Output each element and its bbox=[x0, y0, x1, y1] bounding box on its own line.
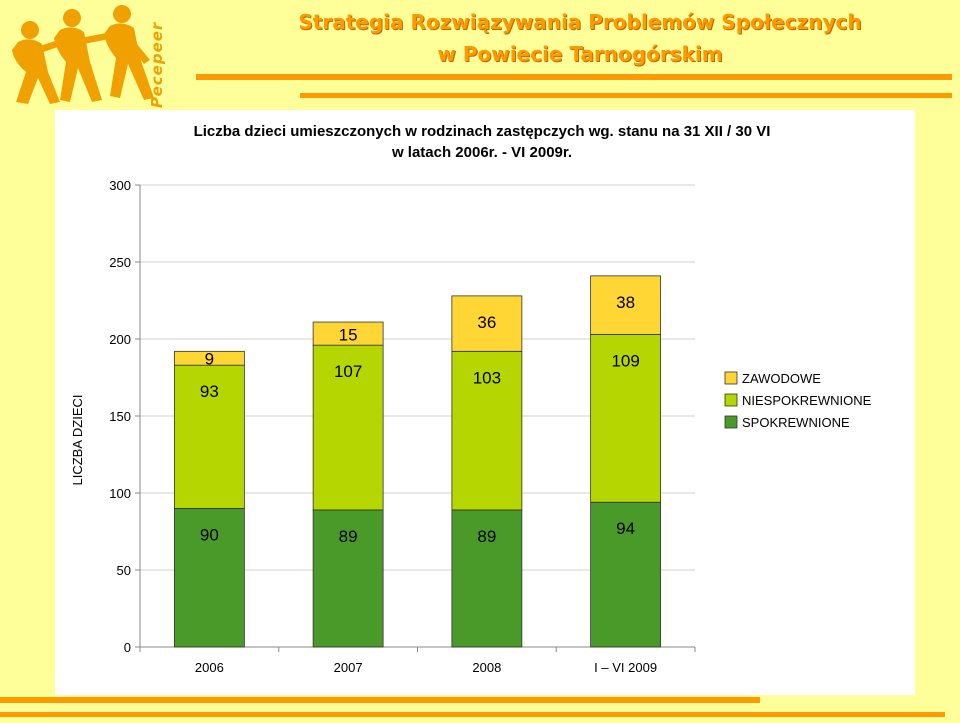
data-label: 93 bbox=[200, 382, 219, 401]
brand-text: Pecepeer bbox=[148, 21, 166, 109]
legend-label: SPOKREWNIONE bbox=[742, 415, 850, 430]
footer-divider-top bbox=[0, 697, 760, 703]
data-label: 109 bbox=[611, 351, 639, 370]
y-tick-label: 250 bbox=[109, 255, 131, 270]
stacked-bar-chart: Liczba dzieci umieszczonych w rodzinach … bbox=[70, 123, 872, 675]
y-tick-label: 0 bbox=[124, 640, 131, 655]
bar-segment bbox=[173, 364, 245, 509]
chart-title-line2: w latach 2006r. - VI 2009r. bbox=[391, 144, 572, 161]
legend-swatch bbox=[724, 371, 738, 385]
footer-divider-bottom bbox=[0, 712, 945, 717]
data-label: 103 bbox=[473, 368, 501, 387]
data-label: 89 bbox=[477, 527, 496, 546]
plot-area: 0 50 100 150 200 250 300 90 93 9 2006 89 107 15 2007 89… bbox=[109, 178, 696, 675]
y-tick-label: 150 bbox=[109, 409, 131, 424]
data-label: 15 bbox=[339, 326, 358, 345]
bar-segment bbox=[312, 321, 384, 346]
bar-segment bbox=[590, 275, 662, 335]
legend-label: ZAWODOWE bbox=[742, 371, 821, 386]
data-label: 107 bbox=[334, 362, 362, 381]
header-divider-top bbox=[196, 74, 952, 80]
legend: ZAWODOWE NIESPOKREWNIONE SPOKREWNIONE bbox=[724, 371, 872, 430]
data-label: 90 bbox=[200, 525, 219, 544]
x-tick-label: 2006 bbox=[195, 660, 224, 675]
bar-segment bbox=[451, 350, 523, 511]
y-tick-label: 300 bbox=[109, 178, 131, 193]
x-tick-label: 2007 bbox=[334, 660, 363, 675]
legend-swatch bbox=[724, 415, 738, 429]
logo-figures-icon bbox=[12, 5, 154, 104]
data-label: 36 bbox=[477, 313, 496, 332]
chart-panel: Liczba dzieci umieszczonych w rodzinach … bbox=[55, 110, 915, 695]
bar-segment bbox=[173, 507, 245, 648]
x-tick-label: 2008 bbox=[472, 660, 501, 675]
bar-segment bbox=[173, 350, 245, 366]
y-tick-label: 50 bbox=[117, 563, 131, 578]
bar-segment bbox=[312, 509, 384, 648]
y-axis-label: LICZBA DZIECI bbox=[70, 394, 85, 485]
legend-swatch bbox=[724, 393, 738, 407]
data-label: 9 bbox=[205, 349, 214, 368]
bar-segment bbox=[312, 344, 384, 511]
y-tick-label: 100 bbox=[109, 486, 131, 501]
page-title-line1: Strategia Rozwiązywania Problemów Społec… bbox=[298, 10, 862, 34]
chart-title-line1: Liczba dzieci umieszczonych w rodzinach … bbox=[194, 123, 771, 140]
bar-segment bbox=[451, 295, 523, 352]
header-divider-bottom bbox=[300, 93, 952, 98]
y-tick-label: 200 bbox=[109, 332, 131, 347]
legend-label: NIESPOKREWNIONE bbox=[742, 393, 872, 408]
bar-segment bbox=[590, 333, 662, 503]
data-label: 94 bbox=[616, 519, 635, 538]
x-tick-label: I – VI 2009 bbox=[594, 660, 657, 675]
bar-segment bbox=[590, 501, 662, 648]
data-label: 38 bbox=[616, 293, 635, 312]
data-label: 89 bbox=[339, 527, 358, 546]
page-title-line2: w Powiecie Tarnogórskim bbox=[437, 42, 723, 66]
